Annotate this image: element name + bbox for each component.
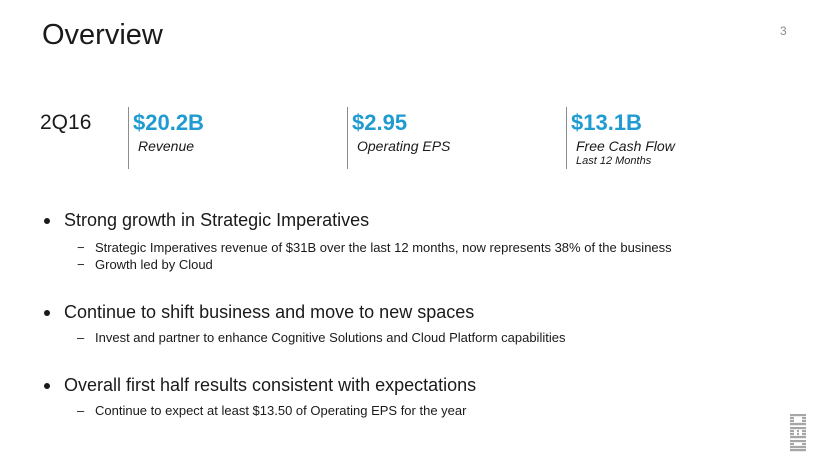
dash-icon: − [77,240,85,255]
metric-revenue: $20.2B Revenue [128,107,204,169]
bullet-text: Overall first half results consistent wi… [64,375,477,395]
sub-bullet-text: Invest and partner to enhance Cognitive … [95,330,566,345]
sub-bullet-text: Strategic Imperatives revenue of $31B ov… [95,240,672,255]
dash-icon: − [77,257,85,272]
dash-icon: – [77,330,85,345]
sub-bullet-text: Growth led by Cloud [95,257,213,272]
bullet-text: Strong growth in Strategic Imperatives [64,210,370,230]
page-number: 3 [780,24,787,38]
metric-value: $20.2B [133,110,204,135]
bullet-text: Continue to shift business and move to n… [64,302,475,322]
metric-label: Revenue [138,138,195,154]
metric-free-cash-flow: $13.1B Free Cash Flow Last 12 Months [566,107,675,169]
metric-operating-eps: $2.95 Operating EPS [347,107,450,169]
metric-value: $2.95 [352,110,408,135]
ibm-logo-icon [790,414,806,452]
metric-value: $13.1B [571,110,642,135]
slide-title: Overview [42,19,163,51]
bullet-dot-icon [44,383,50,389]
dash-icon: – [77,403,85,418]
metric-label: Operating EPS [357,138,451,154]
bullet-dot-icon [44,218,50,224]
bullet-dot-icon [44,310,50,316]
period-label: 2Q16 [40,111,92,134]
metric-label: Free Cash Flow [576,138,675,154]
metric-sublabel: Last 12 Months [576,155,652,167]
sub-bullet-text: Continue to expect at least $13.50 of Op… [95,403,467,418]
